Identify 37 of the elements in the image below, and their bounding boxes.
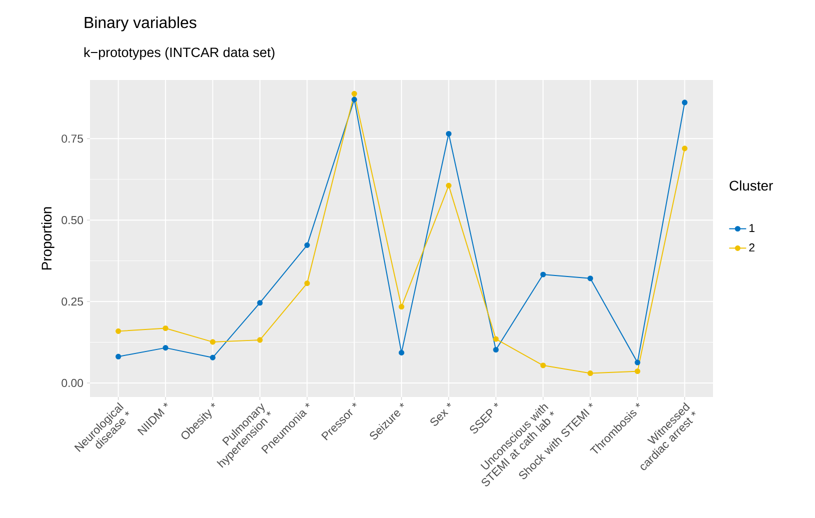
point xyxy=(398,304,404,310)
y-axis-title: Proportion xyxy=(41,207,54,270)
y-tick-label: 0.50 xyxy=(62,216,84,224)
point xyxy=(540,272,546,278)
legend-label: 2 xyxy=(749,243,754,252)
y-tick-label: 0.25 xyxy=(62,297,83,306)
point xyxy=(352,96,358,102)
point xyxy=(210,339,216,345)
point xyxy=(210,354,216,360)
point xyxy=(116,328,122,334)
point xyxy=(634,360,640,366)
point xyxy=(257,300,263,306)
y-tick-label: 0.00 xyxy=(62,378,84,388)
point xyxy=(304,280,310,286)
point xyxy=(446,182,452,188)
point xyxy=(587,276,594,282)
point xyxy=(587,370,594,376)
point xyxy=(116,354,122,360)
point xyxy=(493,346,499,353)
point xyxy=(398,350,404,356)
point xyxy=(682,100,688,106)
point xyxy=(540,362,546,368)
chart-subtitle: k−prototypes (INTCAR data set) xyxy=(84,47,274,60)
point xyxy=(493,336,499,342)
point xyxy=(446,130,452,137)
y-tick-label: 0.75 xyxy=(62,134,83,143)
legend-label: 1 xyxy=(750,224,754,232)
point xyxy=(304,242,310,248)
point xyxy=(352,90,358,96)
point xyxy=(162,325,168,332)
point xyxy=(162,345,168,351)
point xyxy=(682,146,688,152)
point xyxy=(257,337,263,343)
legend-title: Cluster xyxy=(730,180,773,191)
chart-title: Binary variables xyxy=(84,16,196,32)
x-tick-label: Sex * xyxy=(430,402,451,426)
point xyxy=(634,368,640,374)
